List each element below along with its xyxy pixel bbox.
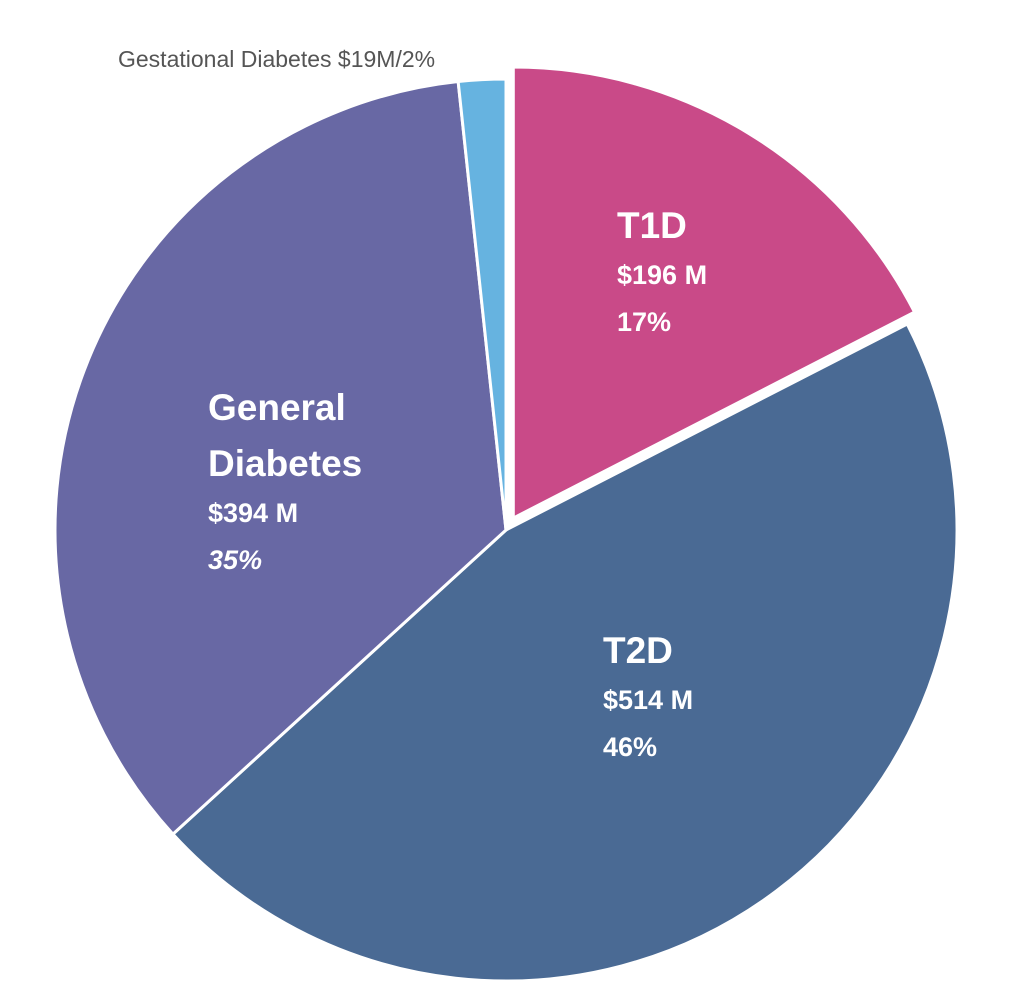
label-general-diabetes-percent: 35% <box>208 545 262 575</box>
label-gestational-diabetes: Gestational Diabetes $19M/2% <box>118 46 435 72</box>
pie-slice-gestational-diabetes <box>456 77 508 532</box>
label-t1d-value: $196 M <box>617 260 707 290</box>
pie-slice-general-diabetes <box>53 80 508 836</box>
label-t1d-percent: 17% <box>617 307 671 337</box>
label-t2d-percent: 46% <box>603 732 657 762</box>
label-general-diabetes-name: Diabetes <box>208 443 362 484</box>
pie-slices <box>53 65 959 983</box>
pie-slice-t2d <box>171 322 959 983</box>
label-t2d-name: T2D <box>603 630 673 671</box>
pie-slice-t1d <box>511 65 917 520</box>
label-t1d-name: T1D <box>617 205 687 246</box>
label-t2d-value: $514 M <box>603 685 693 715</box>
pie-labels: T1D $196 M 17% T2D $514 M 46% General Diabetes $… <box>118 46 707 762</box>
label-general-diabetes-value: $394 M <box>208 498 298 528</box>
label-general-diabetes-name: General <box>208 387 346 428</box>
